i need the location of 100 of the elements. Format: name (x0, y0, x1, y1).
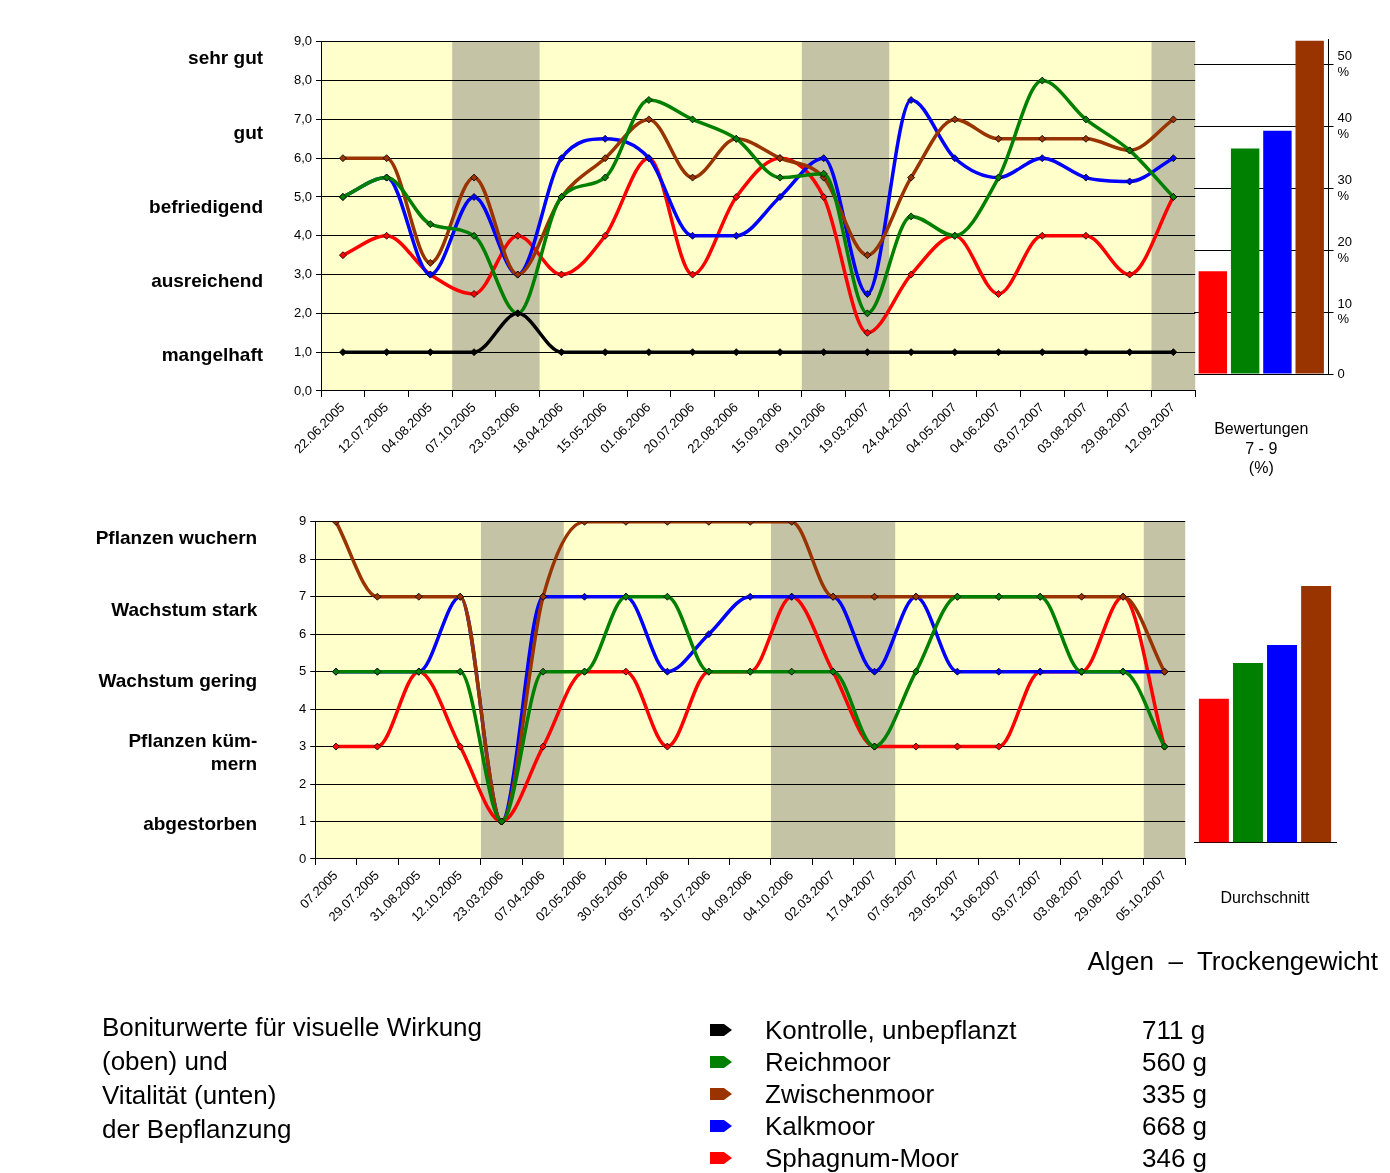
point (382, 154, 391, 163)
point (1082, 115, 1090, 124)
point (1125, 177, 1134, 186)
y-tick-label: 30 % (1337, 172, 1353, 203)
point (426, 220, 435, 229)
text: mangelhaft (161, 344, 264, 366)
point (732, 193, 741, 201)
text: sehr gut (188, 47, 264, 69)
bar (1232, 662, 1263, 843)
point (732, 231, 741, 240)
point (373, 742, 382, 751)
point (870, 592, 879, 601)
point (1082, 348, 1090, 357)
point (912, 742, 920, 751)
bar (1267, 644, 1298, 843)
point (1038, 231, 1047, 240)
point (470, 173, 478, 182)
point (557, 154, 566, 163)
y-tick-label: 7 (299, 588, 307, 604)
text: Wachstum gering (98, 670, 258, 692)
point (601, 231, 610, 240)
text: Pflanzen küm- mern (128, 730, 258, 775)
point (414, 592, 423, 601)
point (539, 742, 547, 751)
point (470, 231, 478, 240)
bar (1198, 698, 1229, 843)
point (663, 667, 672, 676)
bar (1230, 148, 1260, 374)
point (950, 115, 959, 124)
point (382, 231, 391, 240)
point (339, 348, 347, 357)
y-tick-label: 2,0 (293, 304, 313, 320)
text: ausreichend (151, 270, 264, 292)
y-tick-label: 50 % (1337, 48, 1353, 79)
y-tick-label: 5,0 (293, 188, 313, 204)
point (1082, 173, 1090, 182)
point (470, 193, 478, 201)
point (994, 742, 1003, 751)
y-tick-label: 5 (299, 663, 307, 679)
point (787, 667, 796, 676)
data-label: 711 g (1142, 1014, 1206, 1046)
data-label: 335 g (1142, 1078, 1208, 1110)
point (456, 667, 465, 676)
category-label: Sphagnum-Moor (765, 1142, 959, 1173)
point (863, 309, 872, 318)
point (953, 742, 962, 751)
bar (1295, 40, 1324, 374)
y-tick-label: 20 % (1337, 233, 1353, 265)
data-label: 560 g (1142, 1046, 1208, 1078)
point (456, 742, 465, 751)
point (1038, 76, 1047, 85)
text: befriedigend (149, 195, 264, 217)
text: Pflanzen wuchern (95, 526, 258, 548)
point (539, 667, 547, 676)
point (601, 154, 610, 163)
y-tick-label: 9,0 (293, 33, 313, 49)
point (339, 251, 347, 260)
point (688, 231, 697, 240)
point (819, 169, 828, 178)
point (622, 667, 630, 676)
category-label: Kalkmoor (765, 1110, 875, 1142)
point (339, 154, 347, 163)
point (601, 173, 610, 182)
point (688, 270, 697, 279)
point (557, 270, 566, 279)
point (776, 173, 784, 182)
y-tick-label: 2 (299, 775, 307, 791)
text: gut (233, 121, 264, 143)
point (863, 251, 872, 260)
y-tick-label: 4,0 (293, 227, 313, 243)
point (994, 290, 1003, 298)
point (601, 134, 610, 143)
y-tick-label: 0 (1337, 365, 1345, 381)
y-tick-label: 6,0 (293, 149, 313, 165)
y-tick-label: 1,0 (293, 343, 313, 359)
point (819, 193, 828, 201)
point (470, 348, 478, 357)
y-tick-label: 1 (299, 813, 307, 829)
point (426, 259, 435, 267)
point (907, 212, 916, 221)
point (688, 115, 697, 124)
point (994, 667, 1003, 676)
point (907, 173, 916, 182)
point (912, 667, 920, 676)
point (470, 290, 478, 298)
data-label: 668 g (1142, 1110, 1208, 1142)
text: Algen – Trockengewicht (1087, 946, 1378, 977)
point (1082, 231, 1090, 240)
point (1169, 115, 1178, 124)
text: Boniturwerte für visuelle Wirkung (oben) und Vitalität (unten) der Bepflanzung (102, 1011, 483, 1146)
y-tick-label: 3 (299, 738, 307, 754)
point (663, 592, 672, 601)
point (663, 742, 672, 751)
y-tick-label: 9 (299, 513, 307, 529)
point (907, 96, 916, 104)
point (776, 348, 784, 357)
point (1077, 592, 1086, 601)
point (950, 154, 959, 163)
y-tick-label: 7,0 (293, 110, 313, 126)
point (953, 667, 962, 676)
